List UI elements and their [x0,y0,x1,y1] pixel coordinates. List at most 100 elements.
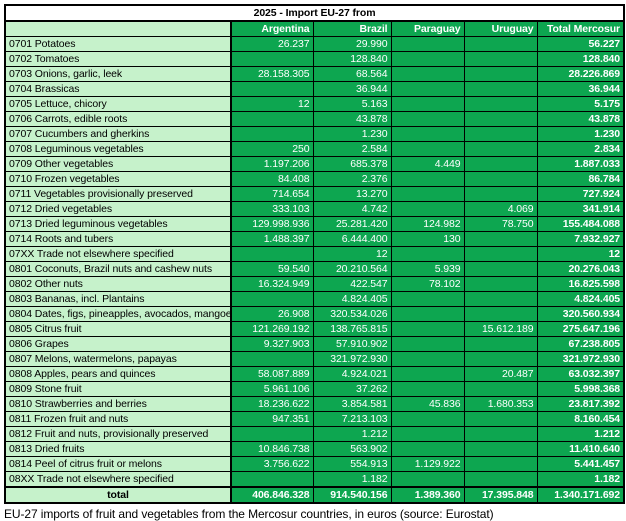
value-cell [390,321,465,337]
row-label: 0807 Melons, watermelons, papayas [4,351,232,367]
value-cell: 1.182 [312,471,392,488]
row-label: 0714 Roots and tubers [4,231,232,247]
value-cell: 36.944 [312,81,392,97]
value-cell: 130 [390,231,465,247]
row-label: 0711 Vegetables provisionally preserved [4,186,232,202]
value-cell: 685.378 [312,156,392,172]
value-cell: 4.742 [312,201,392,217]
row-label: 0701 Potatoes [4,36,232,52]
table-row: 0709 Other vegetables 1.197.206 685.378 4.4… [4,156,625,172]
value-cell: 20.210.564 [312,261,392,277]
total-value-cell: 1.389.360 [390,486,465,504]
value-cell: 58.087.889 [230,366,314,382]
row-label: 0805 Citrus fruit [4,321,232,337]
corner-cell [4,20,232,37]
row-label: 0809 Stone fruit [4,381,232,397]
value-cell [390,81,465,97]
value-cell [390,126,465,142]
value-cell: 4.449 [390,156,465,172]
value-cell [390,171,465,187]
value-cell: 554.913 [312,456,392,472]
value-cell [463,156,538,172]
value-cell [463,36,538,52]
value-cell [463,471,538,488]
value-cell: 45.836 [390,396,465,412]
value-cell: 57.910.902 [312,336,392,352]
value-cell [390,96,465,112]
value-cell [390,141,465,157]
row-label: 0709 Other vegetables [4,156,232,172]
value-cell: 29.990 [312,36,392,52]
value-cell: 20.276.043 [536,261,625,277]
value-cell [230,111,314,127]
value-cell: 12 [230,96,314,112]
table-row: 0803 Bananas, incl. Plantains 4.824.405 4.… [4,291,625,307]
value-cell [463,171,538,187]
table-row: 0705 Lettuce, chicory 12 5.163 5.175 [4,96,625,112]
value-cell: 36.944 [536,81,625,97]
value-cell [390,36,465,52]
row-label: 0713 Dried leguminous vegetables [4,216,232,232]
value-cell: 12 [536,246,625,262]
value-cell [463,291,538,307]
table-row: 0804 Dates, figs, pineapples, avocados, … [4,306,625,322]
value-cell: 1.212 [536,426,625,442]
row-label: 0813 Dried fruits [4,441,232,457]
value-cell [390,306,465,322]
import-table: 2025 - Import EU-27 from Argentina Brazil… [4,4,626,504]
row-label: 0704 Brassicas [4,81,232,97]
value-cell: 124.982 [390,216,465,232]
table-row: 0806 Grapes 9.327.903 57.910.902 67.238.805 [4,336,625,352]
table-row: 0801 Coconuts, Brazil nuts and cashew nu… [4,261,625,277]
value-cell [390,366,465,382]
value-cell [463,96,538,112]
value-cell: 3.756.622 [230,456,314,472]
value-cell: 5.939 [390,261,465,277]
value-cell: 5.175 [536,96,625,112]
table-row: 0710 Frozen vegetables 84.408 2.376 86.784 [4,171,625,187]
table-row: 07XX Trade not elsewhere specified 12 12 [4,246,625,262]
value-cell: 714.654 [230,186,314,202]
value-cell: 7.213.103 [312,411,392,427]
value-cell [390,246,465,262]
value-cell [463,261,538,277]
value-cell: 2.584 [312,141,392,157]
row-label: 0702 Tomatoes [4,51,232,67]
table-row: 0807 Melons, watermelons, papayas 321.972… [4,351,625,367]
value-cell [463,246,538,262]
value-cell [463,231,538,247]
value-cell: 4.824.405 [312,291,392,307]
value-cell [390,111,465,127]
value-cell: 20.487 [463,366,538,382]
table-row: 0708 Leguminous vegetables 250 2.584 2.834 [4,141,625,157]
table-row: 0805 Citrus fruit 121.269.192 138.765.815 1… [4,321,625,337]
value-cell [463,126,538,142]
table-row: 0714 Roots and tubers 1.488.397 6.444.400 1… [4,231,625,247]
value-cell: 16.825.598 [536,276,625,292]
table-row: 0706 Carrots, edible roots 43.878 43.878 [4,111,625,127]
value-cell: 1.887.033 [536,156,625,172]
table-row: 0704 Brassicas 36.944 36.944 [4,81,625,97]
value-cell: 28.158.305 [230,66,314,82]
row-label: 0707 Cucumbers and gherkins [4,126,232,142]
total-label: total [4,486,232,504]
value-cell [390,51,465,67]
value-cell [390,186,465,202]
row-label: 08XX Trade not elsewhere specified [4,471,232,488]
row-label: 0705 Lettuce, chicory [4,96,232,112]
value-cell: 5.998.368 [536,381,625,397]
table-row: 0711 Vegetables provisionally preserved 7… [4,186,625,202]
value-cell [230,81,314,97]
column-header-uruguay: Uruguay [463,20,538,37]
table-row: 08XX Trade not elsewhere specified 1.182 1… [4,471,625,488]
value-cell: 26.237 [230,36,314,52]
value-cell: 1.230 [312,126,392,142]
row-label: 0712 Dried vegetables [4,201,232,217]
value-cell: 2.376 [312,171,392,187]
value-cell: 78.750 [463,216,538,232]
value-cell [463,426,538,442]
column-header-paraguay: Paraguay [390,20,465,37]
total-value-cell: 17.395.848 [463,486,538,504]
value-cell: 59.540 [230,261,314,277]
total-row: total 406.846.328 914.540.156 1.389.360 17.3… [4,486,625,504]
